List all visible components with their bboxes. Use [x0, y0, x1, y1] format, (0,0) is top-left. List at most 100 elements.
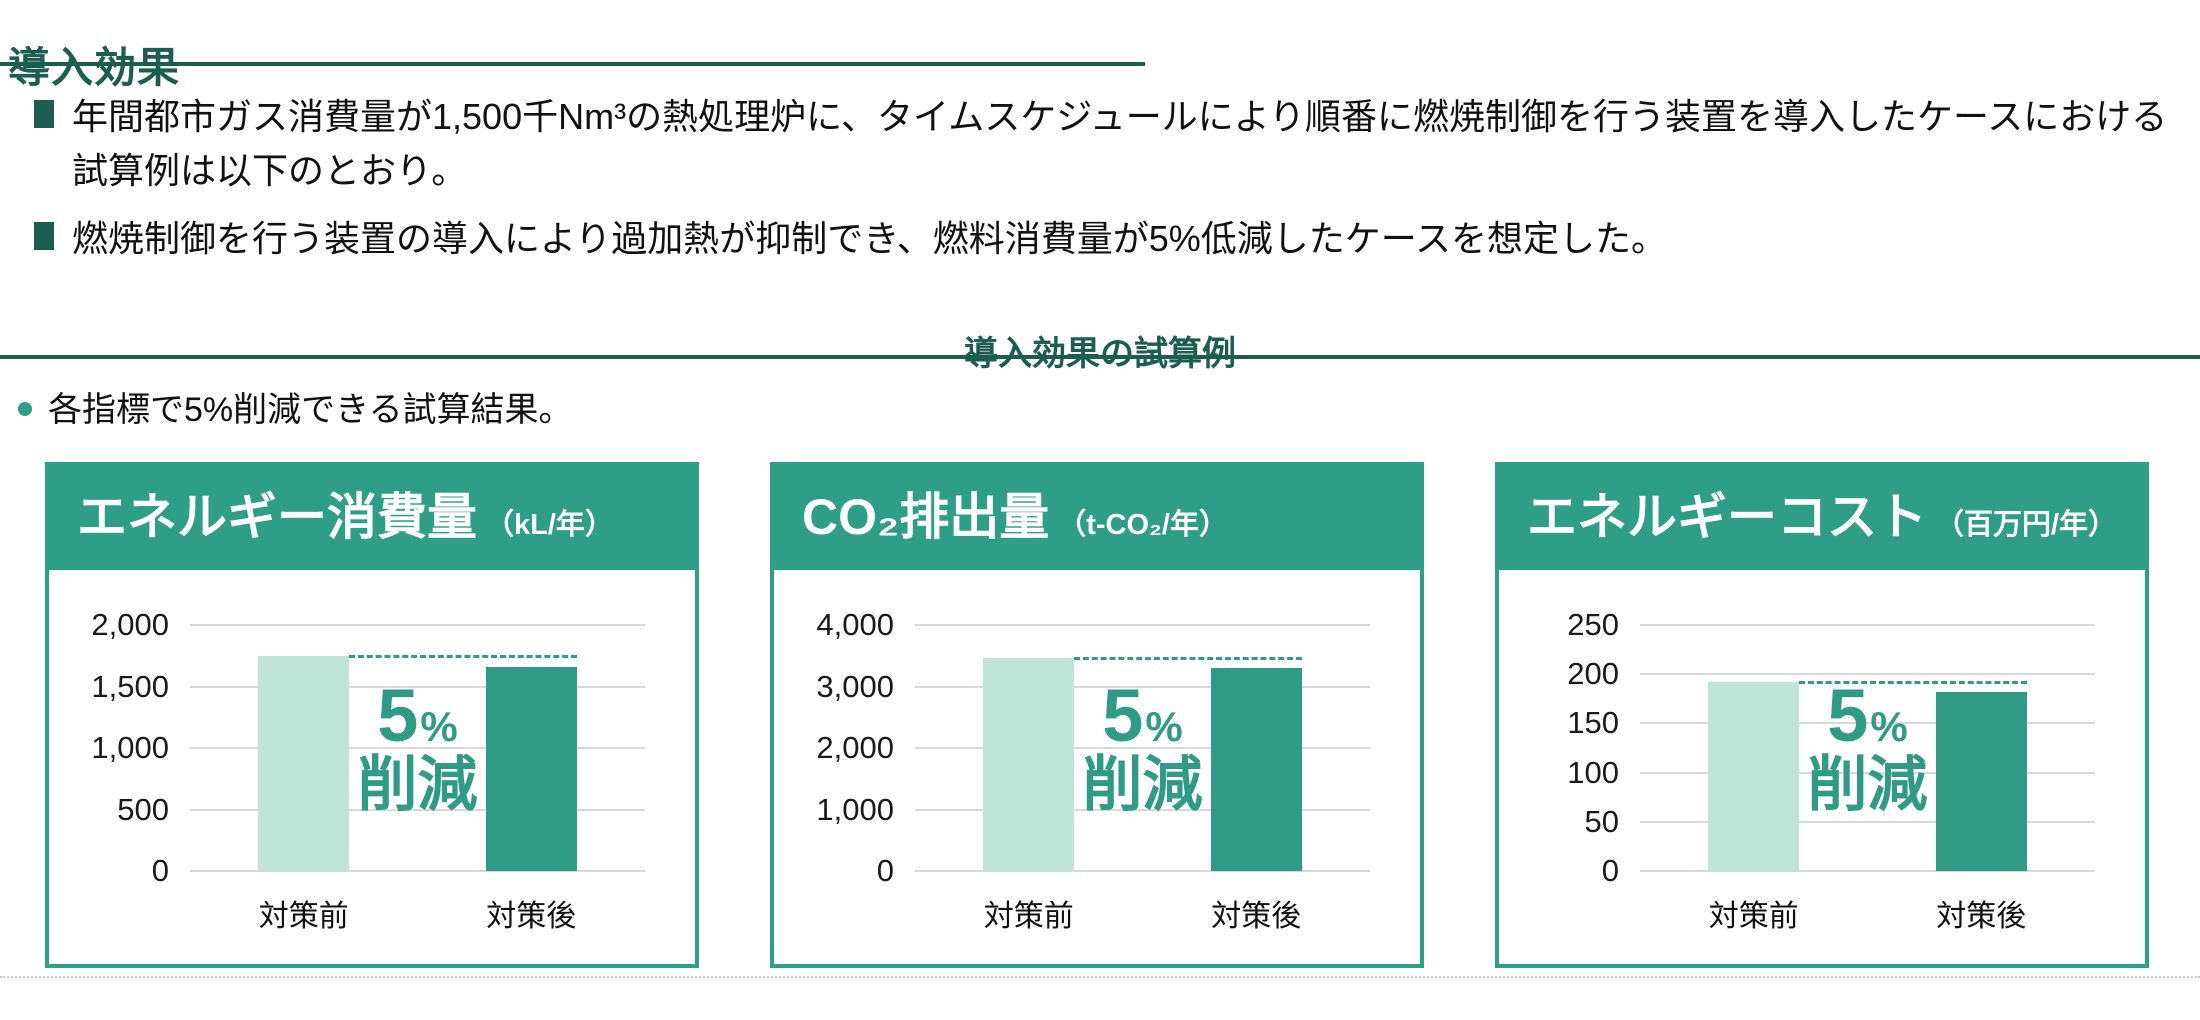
plot-area: 対策前 対策後 5% 削減: [190, 624, 645, 933]
y-tick-label: 4,000: [816, 607, 894, 642]
reference-dashed-line: [1074, 656, 1302, 660]
reduction-value: 5: [377, 674, 419, 758]
y-tick-label: 150: [1567, 705, 1619, 741]
x-category-label: 対策前: [258, 900, 349, 933]
y-tick-label: 1,500: [91, 668, 169, 704]
reduction-annotation: 5% 削減: [1083, 679, 1203, 815]
y-tick-label: 0: [1601, 853, 1619, 888]
y-tick-label: 0: [876, 853, 894, 888]
y-tick-label: 100: [1567, 754, 1619, 790]
bullet-text: 燃焼制御を行う装置の導入により過加熱が抑制でき、燃料消費量が5%低減したケースを…: [72, 218, 1667, 259]
reduction-annotation: 5% 削減: [1808, 679, 1928, 815]
y-tick-label: 1,000: [91, 730, 169, 765]
reduction-label: 削減: [1807, 751, 1928, 819]
gridline: [915, 870, 1370, 872]
chart-title: CO₂排出量: [802, 489, 1050, 545]
plot-area: 対策前 対策後 5% 削減: [1640, 624, 2095, 933]
chart-unit: （t-CO₂/年）: [1057, 509, 1228, 541]
chart-title-bar: エネルギー消費量 （kL/年）: [49, 466, 695, 570]
reduction-percent-sign: %: [1145, 703, 1183, 751]
gridline: [1640, 624, 2095, 626]
reference-dashed-line: [1799, 681, 2027, 685]
chart-panel-3: エネルギーコスト （百万円/年） 0 50 100 150 200 250 対策前 対策後 5% 削減: [1495, 462, 2149, 968]
reduction-percent: 5%: [1808, 679, 1928, 753]
section-divider: [0, 355, 2200, 359]
chart-unit: （kL/年）: [485, 509, 614, 541]
gridline: [1640, 870, 2095, 872]
reduction-percent-sign: %: [1870, 703, 1908, 751]
gridline: [915, 685, 1370, 688]
bar-after: [1210, 668, 1302, 871]
y-axis: 0 500 1,000 1,500 2,000: [49, 607, 169, 888]
x-category-label: 対策前: [1708, 900, 1799, 933]
plot-area: 対策前 対策後 5% 削減: [915, 624, 1370, 933]
gridline: [915, 747, 1370, 749]
footer-divider: [0, 976, 2200, 978]
x-category-label: 対策後: [1936, 900, 2027, 933]
section-heading: 導入効果の試算例: [0, 326, 2200, 375]
gridline: [1640, 771, 2095, 774]
sub-bullet: 各指標で5%削減できる試算結果。: [18, 382, 572, 431]
gridline: [190, 870, 645, 872]
chart-panel-2: CO₂排出量 （t-CO₂/年） 0 1,000 2,000 3,000 4,000 対策前対…: [770, 462, 1424, 968]
bullet-text: 年間都市ガス消費量が1,500千Nm³の熱処理炉に、タイムスケジュールにより順番…: [72, 96, 2168, 191]
square-bullet-icon: [34, 222, 54, 250]
chart-body: 0 50 100 150 200 250 対策前 対策後 5% 削減: [1499, 570, 2145, 960]
dot-bullet-icon: [18, 401, 32, 416]
gridline: [190, 747, 645, 749]
reduction-label: 削減: [357, 751, 478, 819]
title-underline: [0, 62, 1145, 66]
chart-body: 0 500 1,000 1,500 2,000 対策前 対策後 5% 削減: [49, 570, 695, 960]
reduction-percent: 5%: [358, 679, 478, 753]
y-tick-label: 1,000: [816, 791, 894, 827]
charts-row: エネルギー消費量 （kL/年） 0 500 1,000 1,500 2,000 対策前 対策後 5…: [45, 462, 2149, 968]
x-category-label: 対策前: [983, 900, 1074, 933]
reduction-value: 5: [1827, 674, 1869, 758]
chart-unit: （百万円/年）: [1935, 509, 2118, 541]
chart-panel-1: エネルギー消費量 （kL/年） 0 500 1,000 1,500 2,000 対策前 対策後 5…: [45, 462, 699, 968]
bullet-list: 年間都市ガス消費量が1,500千Nm³の熱処理炉に、タイムスケジュールにより順番…: [34, 90, 2182, 280]
page-title: 導入効果: [8, 44, 181, 92]
x-category-label: 対策後: [486, 900, 577, 933]
y-axis: 0 50 100 150 200 250: [1499, 607, 1619, 888]
gridline: [1640, 722, 2095, 725]
gridline: [190, 624, 645, 626]
bullet-item-2: 燃焼制御を行う装置の導入により過加熱が抑制でき、燃料消費量が5%低減したケースを…: [34, 212, 2182, 266]
chart-body: 0 1,000 2,000 3,000 4,000 対策前 対策後 5% 削減: [774, 570, 1420, 960]
bullet-item-1: 年間都市ガス消費量が1,500千Nm³の熱処理炉に、タイムスケジュールにより順番…: [34, 90, 2182, 198]
y-tick-label: 250: [1567, 607, 1619, 642]
bar-after: [1935, 691, 2027, 871]
y-tick-label: 2,000: [91, 607, 169, 642]
y-tick-label: 200: [1567, 656, 1619, 692]
y-tick-label: 50: [1584, 803, 1619, 839]
x-category-label: 対策後: [1211, 900, 1302, 933]
gridline: [915, 624, 1370, 626]
gridline: [1640, 820, 2095, 823]
sub-bullet-text: 各指標で5%削減できる試算結果。: [48, 391, 573, 429]
y-tick-label: 500: [117, 791, 169, 827]
gridline: [190, 685, 645, 688]
bar-before: [983, 657, 1075, 871]
reference-dashed-line: [349, 654, 577, 658]
y-tick-label: 3,000: [816, 668, 894, 704]
y-axis: 0 1,000 2,000 3,000 4,000: [774, 607, 894, 888]
reduction-value: 5: [1102, 674, 1144, 758]
chart-title-bar: CO₂排出量 （t-CO₂/年）: [774, 466, 1420, 570]
reduction-label: 削減: [1082, 751, 1203, 819]
bar-after: [485, 666, 577, 871]
reduction-percent-sign: %: [420, 703, 458, 751]
gridline: [1640, 673, 2095, 676]
bar-before: [1708, 682, 1800, 871]
chart-title: エネルギー消費量: [77, 489, 477, 545]
gridline: [915, 808, 1370, 811]
reduction-annotation: 5% 削減: [358, 679, 478, 815]
bar-before: [258, 655, 350, 871]
chart-title-bar: エネルギーコスト （百万円/年）: [1499, 466, 2145, 570]
y-tick-label: 0: [151, 853, 169, 888]
reduction-percent: 5%: [1083, 679, 1203, 753]
square-bullet-icon: [34, 100, 54, 128]
gridline: [190, 808, 645, 811]
chart-title: エネルギーコスト: [1527, 489, 1927, 545]
y-tick-label: 2,000: [816, 730, 894, 765]
